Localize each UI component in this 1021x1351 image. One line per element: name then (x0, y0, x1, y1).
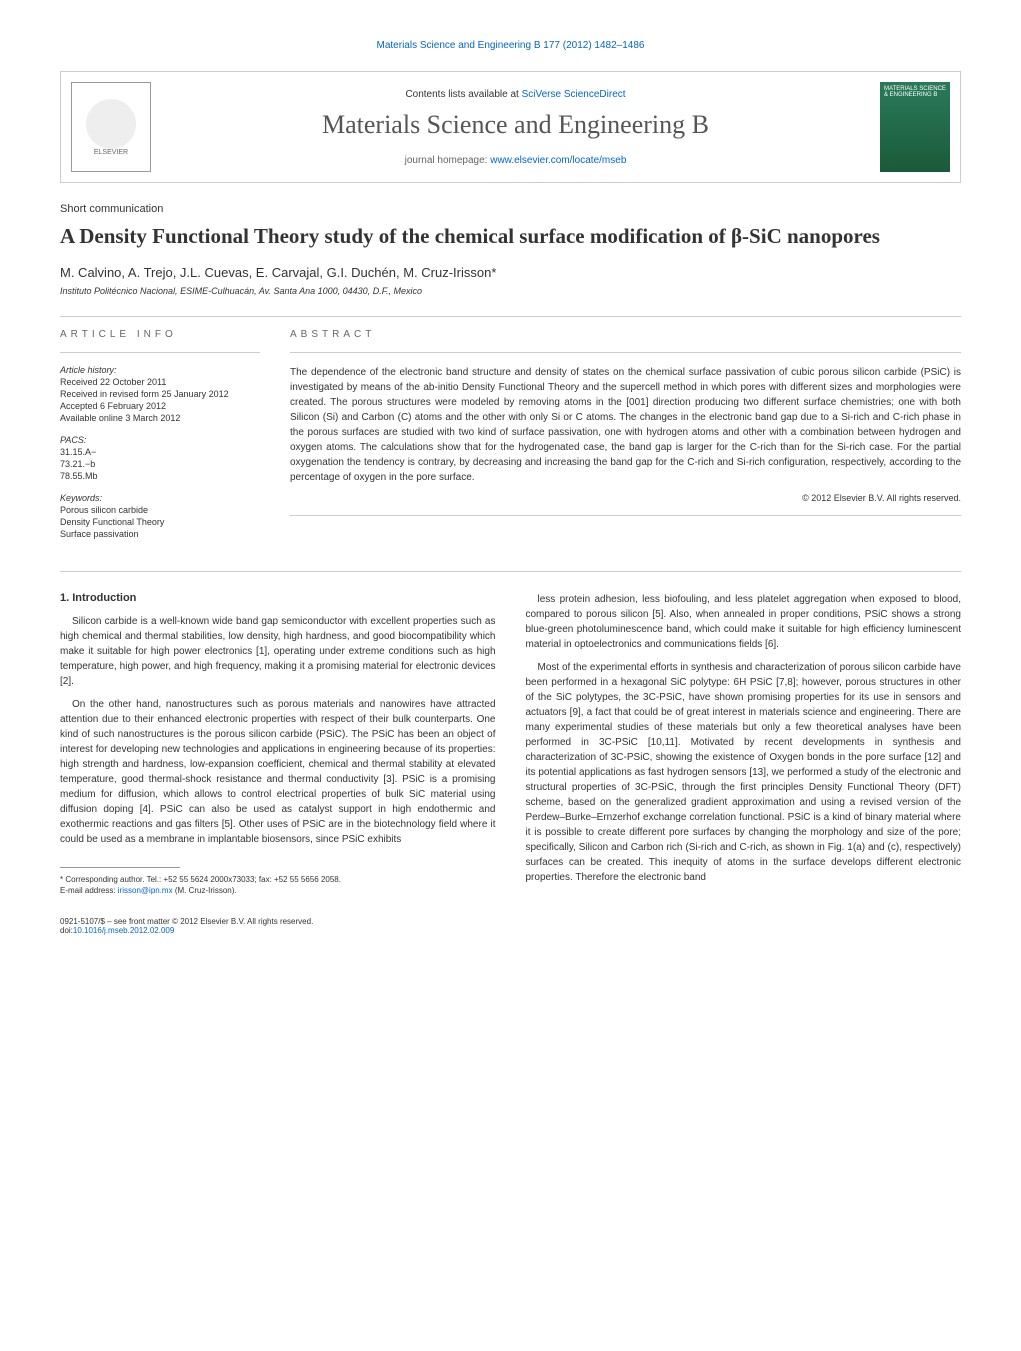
body-paragraph: Silicon carbide is a well-known wide ban… (60, 614, 496, 689)
body-paragraph: less protein adhesion, less biofouling, … (526, 592, 962, 652)
keywords-block: Keywords: Porous silicon carbide Density… (60, 493, 260, 539)
divider (290, 352, 961, 353)
article-type-label: Short communication (60, 203, 961, 215)
corresponding-author-footnote: * Corresponding author. Tel.: +52 55 562… (60, 874, 496, 896)
authors-names: M. Calvino, A. Trejo, J.L. Cuevas, E. Ca… (60, 265, 491, 280)
pacs-item: 78.55.Mb (60, 471, 260, 481)
journal-header: ELSEVIER Contents lists available at Sci… (60, 71, 961, 183)
journal-name: Materials Science and Engineering B (171, 110, 860, 140)
affiliation-line: Instituto Politécnico Nacional, ESIME-Cu… (60, 286, 961, 296)
homepage-line: journal homepage: www.elsevier.com/locat… (171, 155, 860, 166)
email-label: E-mail address: (60, 886, 118, 895)
corresponding-marker: * (491, 265, 496, 280)
doi-line: doi:10.1016/j.mseb.2012.02.009 (60, 926, 961, 935)
history-item: Available online 3 March 2012 (60, 413, 260, 423)
email-suffix: (M. Cruz-Irisson). (173, 886, 237, 895)
corresponding-line: * Corresponding author. Tel.: +52 55 562… (60, 874, 496, 885)
history-label: Article history: (60, 365, 260, 375)
contents-line: Contents lists available at SciVerse Sci… (171, 89, 860, 100)
elsevier-label: ELSEVIER (94, 149, 128, 156)
pacs-item: 73.21.−b (60, 459, 260, 469)
keyword-item: Density Functional Theory (60, 517, 260, 527)
homepage-link[interactable]: www.elsevier.com/locate/mseb (490, 155, 626, 166)
journal-cover-thumbnail: MATERIALS SCIENCE & ENGINEERING B (880, 82, 950, 172)
elsevier-tree-icon (86, 99, 136, 149)
body-paragraph: Most of the experimental efforts in synt… (526, 660, 962, 885)
abstract-text: The dependence of the electronic band st… (290, 365, 961, 485)
email-link[interactable]: irisson@ipn.mx (118, 886, 173, 895)
copyright-line: © 2012 Elsevier B.V. All rights reserved… (290, 493, 961, 503)
keyword-item: Porous silicon carbide (60, 505, 260, 515)
doi-label: doi: (60, 926, 73, 935)
article-title: A Density Functional Theory study of the… (60, 223, 961, 250)
footer-lines: 0921-5107/$ – see front matter © 2012 El… (60, 917, 961, 935)
divider (60, 571, 961, 572)
divider (290, 515, 961, 516)
keyword-item: Surface passivation (60, 529, 260, 539)
abstract-heading: ABSTRACT (290, 329, 961, 340)
footnote-separator (60, 867, 180, 868)
divider (60, 316, 961, 317)
body-paragraph: On the other hand, nanostructures such a… (60, 697, 496, 847)
pacs-label: PACS: (60, 435, 260, 445)
history-item: Received in revised form 25 January 2012 (60, 389, 260, 399)
history-item: Accepted 6 February 2012 (60, 401, 260, 411)
article-info-column: ARTICLE INFO Article history: Received 2… (60, 329, 260, 551)
abstract-column: ABSTRACT The dependence of the electroni… (290, 329, 961, 551)
homepage-prefix: journal homepage: (405, 155, 491, 166)
right-column: less protein adhesion, less biofouling, … (526, 592, 962, 896)
intro-heading: 1. Introduction (60, 592, 496, 604)
authors-line: M. Calvino, A. Trejo, J.L. Cuevas, E. Ca… (60, 265, 961, 280)
body-columns: 1. Introduction Silicon carbide is a wel… (60, 592, 961, 896)
article-info-heading: ARTICLE INFO (60, 329, 260, 340)
issn-line: 0921-5107/$ – see front matter © 2012 El… (60, 917, 961, 926)
elsevier-logo: ELSEVIER (71, 82, 151, 172)
pacs-item: 31.15.A− (60, 447, 260, 457)
article-history-block: Article history: Received 22 October 201… (60, 365, 260, 423)
contents-prefix: Contents lists available at (405, 89, 521, 100)
doi-link[interactable]: 10.1016/j.mseb.2012.02.009 (73, 926, 174, 935)
sciencedirect-link[interactable]: SciVerse ScienceDirect (522, 89, 626, 100)
journal-citation[interactable]: Materials Science and Engineering B 177 … (60, 40, 961, 51)
history-item: Received 22 October 2011 (60, 377, 260, 387)
email-line: E-mail address: irisson@ipn.mx (M. Cruz-… (60, 885, 496, 896)
header-center: Contents lists available at SciVerse Sci… (161, 79, 870, 176)
divider (60, 352, 260, 353)
left-column: 1. Introduction Silicon carbide is a wel… (60, 592, 496, 896)
info-abstract-row: ARTICLE INFO Article history: Received 2… (60, 329, 961, 551)
keywords-label: Keywords: (60, 493, 260, 503)
pacs-block: PACS: 31.15.A− 73.21.−b 78.55.Mb (60, 435, 260, 481)
